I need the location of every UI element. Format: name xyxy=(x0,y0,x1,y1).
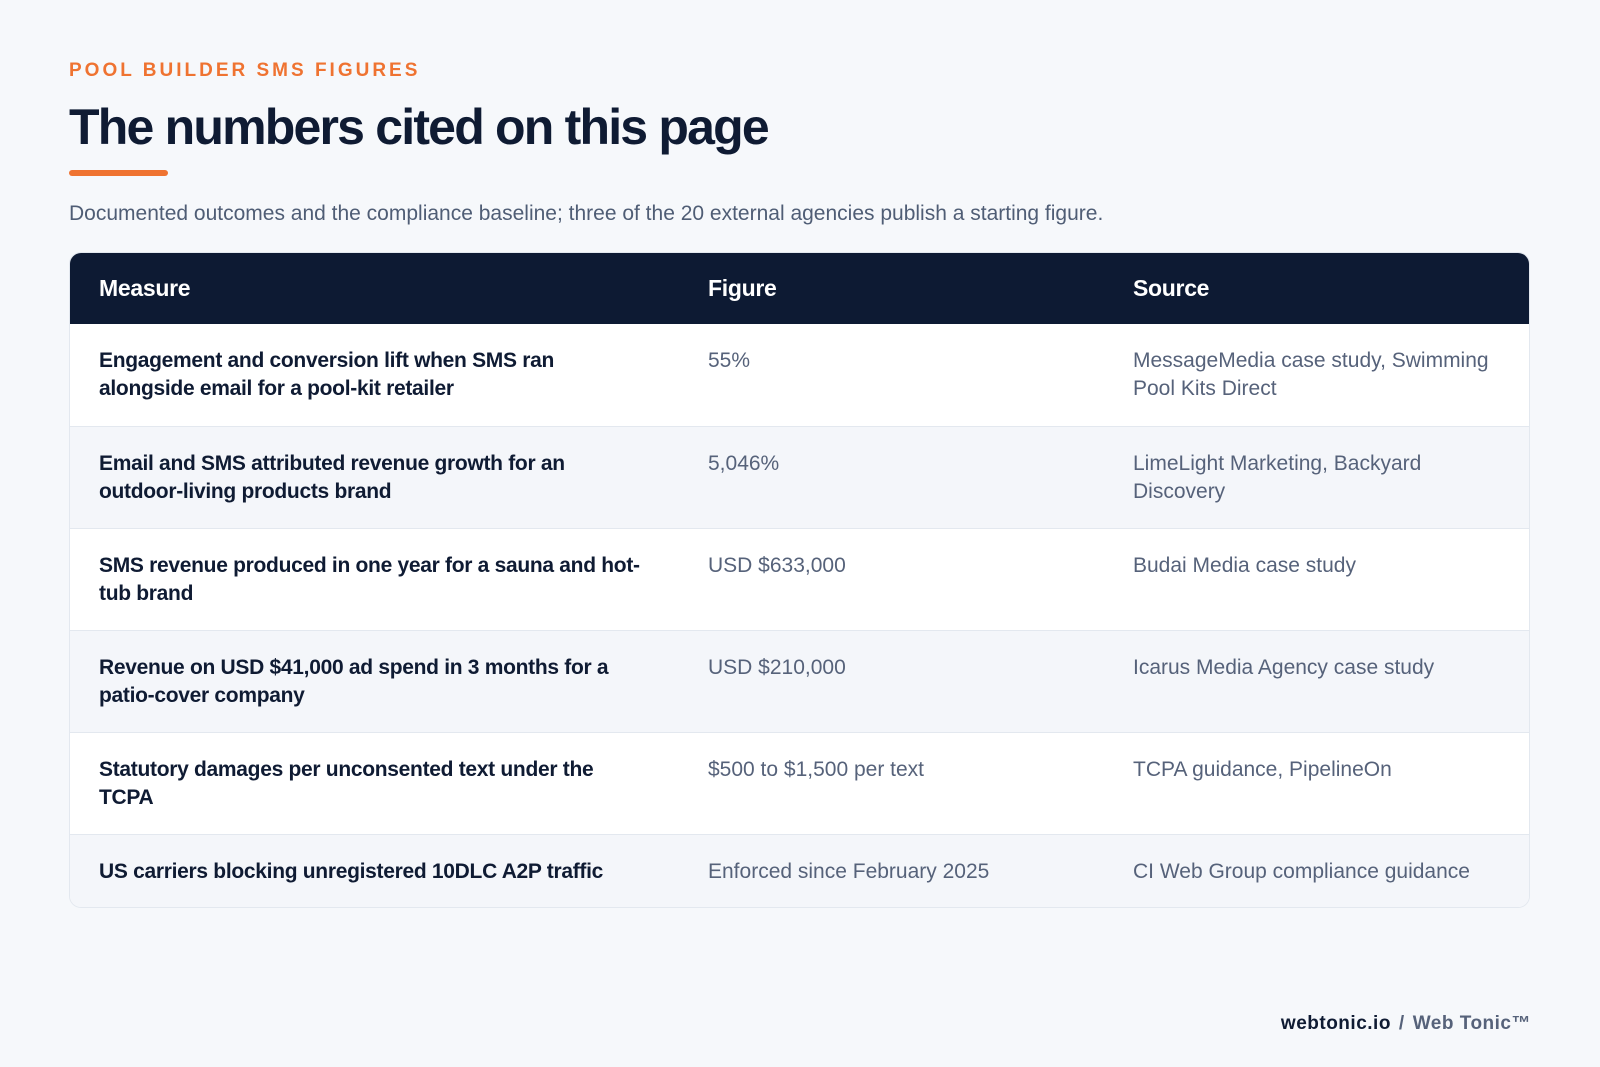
cell-measure: Revenue on USD $41,000 ad spend in 3 mon… xyxy=(99,655,609,707)
table-row: Revenue on USD $41,000 ad spend in 3 mon… xyxy=(70,630,1529,732)
figures-table: Measure Figure Source Engagement and con… xyxy=(70,253,1529,907)
table-header-row: Measure Figure Source xyxy=(70,253,1529,324)
cell-figure: 55% xyxy=(708,349,751,372)
figures-table-card: Measure Figure Source Engagement and con… xyxy=(69,252,1530,908)
column-header-measure: Measure xyxy=(99,275,191,301)
cell-source: TCPA guidance, PipelineOn xyxy=(1133,757,1392,781)
column-header-source: Source xyxy=(1133,275,1210,301)
table-row: SMS revenue produced in one year for a s… xyxy=(70,528,1529,630)
cell-figure: Enforced since February 2025 xyxy=(708,859,990,883)
cell-source: CI Web Group compliance guidance xyxy=(1133,859,1470,883)
table-header: Measure Figure Source xyxy=(70,253,1529,324)
footer-credit: webtonic.io / Web Tonic™ xyxy=(1281,1011,1531,1037)
cell-measure: Email and SMS attributed revenue growth … xyxy=(99,451,565,503)
cell-measure: US carriers blocking unregistered 10DLC … xyxy=(99,859,604,883)
cell-figure: USD $633,000 xyxy=(708,553,846,577)
cell-measure: Statutory damages per unconsented text u… xyxy=(99,757,594,809)
cell-measure: Engagement and conversion lift when SMS … xyxy=(99,349,555,400)
cell-source: MessageMedia case study, Swimming Pool K… xyxy=(1133,349,1489,400)
table-row: US carriers blocking unregistered 10DLC … xyxy=(70,834,1529,907)
footer-domain: webtonic.io xyxy=(1280,1013,1391,1034)
column-header-figure: Figure xyxy=(708,275,777,301)
accent-rule xyxy=(69,170,168,176)
footer-separator: / xyxy=(1398,1013,1405,1034)
page-subtitle: Documented outcomes and the compliance b… xyxy=(69,202,1104,225)
cell-figure: 5,046% xyxy=(708,451,780,475)
eyebrow-label: POOL BUILDER SMS FIGURES xyxy=(69,60,421,81)
table-row: Engagement and conversion lift when SMS … xyxy=(70,324,1529,426)
page-title: The numbers cited on this page xyxy=(69,99,770,155)
cell-source: LimeLight Marketing, Backyard Discovery xyxy=(1133,451,1422,503)
table-row: Email and SMS attributed revenue growth … xyxy=(70,426,1529,528)
table-body: Engagement and conversion lift when SMS … xyxy=(70,324,1529,907)
footer-brand: Web Tonic™ xyxy=(1412,1013,1531,1034)
cell-source: Budai Media case study xyxy=(1133,553,1356,577)
cell-measure: SMS revenue produced in one year for a s… xyxy=(99,553,640,605)
cell-figure: USD $210,000 xyxy=(708,655,846,679)
cell-figure: $500 to $1,500 per text xyxy=(708,757,924,781)
table-row: Statutory damages per unconsented text u… xyxy=(70,732,1529,834)
cell-source: Icarus Media Agency case study xyxy=(1133,655,1435,679)
